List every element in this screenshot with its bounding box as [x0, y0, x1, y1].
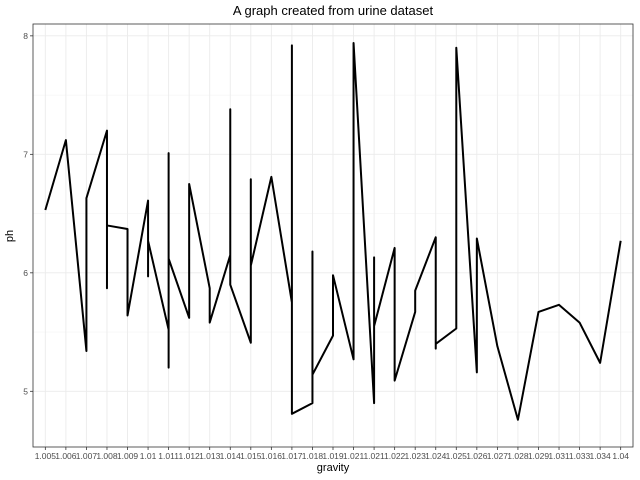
x-tick-label: 1.04	[612, 451, 629, 461]
x-tick-label: 1.015	[240, 451, 262, 461]
x-tick-label: 1.025	[446, 451, 468, 461]
x-tick-label: 1.007	[76, 451, 98, 461]
x-tick-label: 1.013	[199, 451, 221, 461]
x-tick-label: 1.028	[507, 451, 529, 461]
ph-series-line	[44, 41, 622, 421]
x-tick-label: 1.008	[96, 451, 118, 461]
chart-title: A graph created from urine dataset	[233, 3, 434, 18]
x-axis: 1.005 1.006 1.007 1.008 1.009 1.01 1.011 1.012 1…	[35, 447, 629, 461]
x-tick-label: 1.017	[281, 451, 303, 461]
x-tick-label: 1.019	[322, 451, 344, 461]
y-tick-label: 6	[23, 268, 28, 278]
y-tick-label: 8	[23, 31, 28, 41]
y-tick-label: 7	[23, 149, 28, 159]
x-tick-label: 1.022	[384, 451, 406, 461]
x-tick-label: 1.005	[35, 451, 57, 461]
x-tick-label: 1.009	[117, 451, 139, 461]
x-tick-label: 1.023	[405, 451, 427, 461]
x-tick-label: 1.034	[589, 451, 611, 461]
y-axis-title: ph	[4, 230, 16, 242]
x-tick-label: 1.016	[261, 451, 283, 461]
x-tick-label: 1.033	[569, 451, 591, 461]
x-tick-label: 1.024	[425, 451, 447, 461]
x-tick-label: 1.029	[528, 451, 550, 461]
x-tick-label: 1.018	[302, 451, 324, 461]
x-axis-title: gravity	[317, 462, 350, 474]
x-tick-label: 1.021	[343, 451, 365, 461]
x-tick-label: 1.012	[179, 451, 201, 461]
x-tick-label: 1.01	[140, 451, 157, 461]
y-tick-label: 5	[23, 386, 28, 396]
x-tick-label: 1.026	[466, 451, 488, 461]
series-layer	[44, 41, 622, 421]
x-tick-label: 1.011	[158, 451, 179, 461]
x-tick-label: 1.014	[220, 451, 242, 461]
x-tick-label: 1.031	[548, 451, 570, 461]
grid-lines	[33, 24, 633, 447]
x-tick-label: 1.006	[55, 451, 77, 461]
y-axis: 5 6 7 8	[23, 31, 33, 396]
x-tick-label: 1.021	[363, 451, 385, 461]
x-tick-label: 1.027	[487, 451, 509, 461]
